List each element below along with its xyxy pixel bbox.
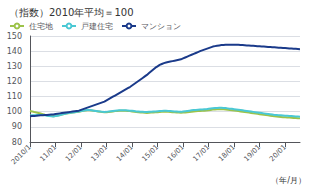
- svg-text:18/01: 18/01: [217, 143, 237, 163]
- svg-text:戸建住宅: 戸建住宅: [81, 22, 113, 31]
- svg-text:住宅地: 住宅地: [29, 22, 53, 31]
- svg-text:140: 140: [7, 47, 22, 56]
- svg-text:15/01: 15/01: [140, 143, 160, 163]
- svg-text:14/01: 14/01: [115, 143, 135, 163]
- svg-text:90: 90: [12, 122, 22, 131]
- svg-text:130: 130: [7, 62, 22, 71]
- svg-text:12/01: 12/01: [64, 143, 84, 163]
- svg-text:（年/月）: （年/月）: [271, 176, 306, 185]
- svg-text:80: 80: [12, 138, 22, 147]
- svg-text:17/01: 17/01: [192, 143, 212, 163]
- svg-text:20/01: 20/01: [268, 143, 288, 163]
- svg-text:150: 150: [7, 32, 22, 41]
- svg-text:120: 120: [7, 77, 22, 86]
- svg-text:マンション: マンション: [141, 22, 181, 31]
- svg-text:（指数）2010年平均＝100: （指数）2010年平均＝100: [9, 7, 134, 18]
- svg-text:110: 110: [7, 92, 22, 101]
- svg-text:11/01: 11/01: [38, 143, 58, 163]
- svg-text:13/01: 13/01: [89, 143, 109, 163]
- svg-text:2010/1: 2010/1: [10, 143, 33, 166]
- svg-text:19/01: 19/01: [243, 143, 263, 163]
- svg-text:100: 100: [7, 107, 22, 116]
- svg-text:16/01: 16/01: [166, 143, 186, 163]
